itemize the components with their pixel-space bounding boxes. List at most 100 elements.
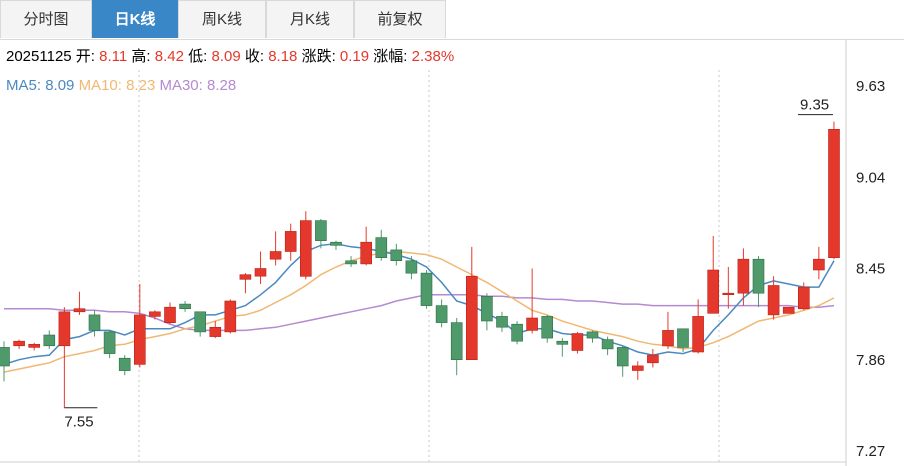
candle-body xyxy=(179,303,191,310)
candle-body xyxy=(0,347,10,367)
candle xyxy=(405,256,418,280)
candle xyxy=(722,266,735,309)
candle-body xyxy=(601,339,614,350)
candle-body xyxy=(134,314,146,365)
candle xyxy=(828,121,840,260)
candle-body xyxy=(149,311,161,317)
candle-body xyxy=(88,314,101,331)
candle-body xyxy=(13,340,25,347)
candle-body xyxy=(43,334,56,347)
candle-body xyxy=(405,260,418,274)
candle-body xyxy=(782,306,795,314)
candle xyxy=(88,310,101,337)
candle xyxy=(360,226,373,266)
candle xyxy=(450,317,463,376)
candle xyxy=(662,311,674,349)
candle xyxy=(194,311,206,337)
info-low-label: 低: xyxy=(188,48,208,65)
candle xyxy=(767,276,780,320)
candle-body xyxy=(828,129,840,258)
y-tick-label: 8.45 xyxy=(856,261,885,278)
candle xyxy=(496,311,508,332)
candle-body xyxy=(330,241,342,246)
candle xyxy=(375,229,388,261)
candle-body xyxy=(194,311,206,333)
ma5-legend-label: MA5: xyxy=(6,77,42,94)
candle-body xyxy=(450,322,463,361)
candle-body xyxy=(616,347,629,367)
candle-body xyxy=(315,220,327,242)
candle xyxy=(315,219,327,249)
info-pct-label: 涨幅: xyxy=(373,48,408,65)
tab-intraday[interactable]: 分时图 xyxy=(0,0,92,38)
ohlc-info-bar: 20251125 开: 8.11 高: 8.42 低: 8.09 收: 8.18… xyxy=(6,45,454,66)
ma-legend: MA5: 8.09 MA10: 8.23 MA30: 8.28 xyxy=(6,77,236,94)
candle xyxy=(239,273,252,294)
info-high-value: 8.42 xyxy=(154,48,184,65)
candle xyxy=(103,330,116,359)
candle xyxy=(692,299,704,354)
candle-body xyxy=(390,249,403,261)
candle xyxy=(254,251,267,284)
chart-tab-bar: 分时图 日K线 周K线 月K线 前复权 xyxy=(0,0,904,40)
tab-weekly-kline[interactable]: 周K线 xyxy=(178,0,266,38)
info-close-value: 8.18 xyxy=(268,48,298,65)
info-low-value: 8.09 xyxy=(211,48,241,65)
candle xyxy=(58,307,71,408)
candle xyxy=(149,310,161,320)
ma30-line xyxy=(4,294,835,332)
candle-body xyxy=(586,331,599,339)
tab-monthly-kline[interactable]: 月K线 xyxy=(266,0,354,38)
ma5-legend-value: 8.09 xyxy=(45,77,75,94)
candle xyxy=(481,293,493,331)
candle-body xyxy=(224,300,237,333)
candle xyxy=(631,361,644,380)
candle xyxy=(134,283,146,368)
info-open-value: 8.11 xyxy=(99,48,128,65)
tab-daily-kline[interactable]: 日K线 xyxy=(92,0,178,38)
ma10-legend-value: 8.23 xyxy=(126,77,156,94)
candle-body xyxy=(435,305,448,323)
candle xyxy=(541,314,554,343)
candle-body xyxy=(254,268,267,277)
candle xyxy=(13,339,25,349)
candle-body xyxy=(647,354,659,364)
candle-body xyxy=(28,343,41,348)
candle-body xyxy=(481,295,493,322)
candle-body xyxy=(767,285,780,316)
candle xyxy=(797,282,810,311)
candle xyxy=(526,268,538,334)
candle-body xyxy=(58,311,71,347)
candle-body xyxy=(752,258,765,294)
info-change-label: 涨跌: xyxy=(301,48,336,65)
candle-body xyxy=(662,330,674,347)
tab-forward-adjusted[interactable]: 前复权 xyxy=(354,0,446,38)
info-close-label: 收: xyxy=(244,48,265,65)
candle-body xyxy=(103,331,116,354)
candle-body xyxy=(164,306,176,324)
y-tick-label: 9.63 xyxy=(856,78,885,95)
min-price-label: 7.55 xyxy=(64,414,93,431)
extreme-price-markers: 9.35 7.55 xyxy=(64,97,833,431)
candle-body xyxy=(707,269,720,314)
info-change-value: 0.19 xyxy=(339,48,370,65)
candle xyxy=(43,330,56,349)
candle xyxy=(164,302,176,325)
ma30-legend-value: 8.28 xyxy=(207,77,237,94)
candle-body xyxy=(209,326,222,337)
candle-body xyxy=(269,251,282,260)
candle-body xyxy=(360,241,373,265)
candle-body xyxy=(239,274,252,280)
candle xyxy=(224,299,237,334)
info-pct-value: 2.38% xyxy=(411,48,455,65)
candle-body xyxy=(345,260,357,265)
candle xyxy=(330,240,342,250)
candle xyxy=(677,328,689,353)
candle-body xyxy=(571,333,584,351)
candle xyxy=(118,355,131,376)
candle-body xyxy=(722,292,735,296)
candle-body xyxy=(284,231,297,252)
y-tick-label: 7.86 xyxy=(856,352,885,369)
candle xyxy=(813,246,825,280)
